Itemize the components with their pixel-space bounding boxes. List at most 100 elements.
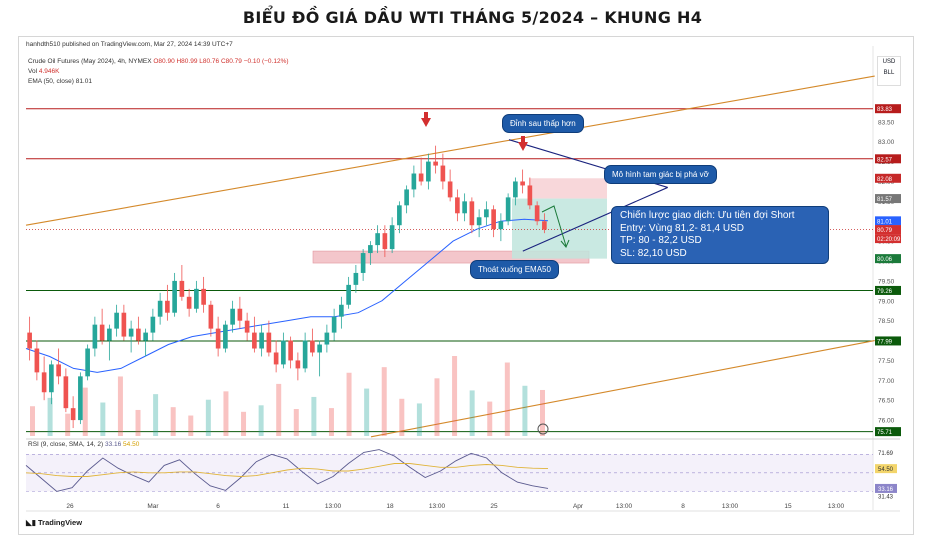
candle-body[interactable] (186, 296, 192, 309)
legend-instrument[interactable]: Crude Oil Futures (May 2024), 4h, NYMEX (28, 58, 152, 65)
candle-body[interactable] (78, 376, 83, 421)
rsi-legend-value2: 54.50 (123, 441, 140, 448)
arrow-down-icon (421, 112, 431, 127)
candle-body[interactable] (433, 161, 438, 166)
candle-body[interactable] (534, 205, 540, 222)
tradingview-logo[interactable]: ◣▮ TradingView (26, 518, 82, 527)
candle-body[interactable] (85, 348, 90, 377)
candle-body[interactable] (476, 217, 482, 226)
candle-body[interactable] (520, 181, 525, 186)
candle-body[interactable] (455, 197, 460, 214)
candle-body[interactable] (411, 173, 417, 190)
candle-body[interactable] (237, 308, 243, 321)
candle-body[interactable] (63, 376, 69, 409)
candle-body[interactable] (339, 304, 344, 317)
ema50-line[interactable] (25, 218, 549, 373)
candle-body[interactable] (114, 312, 119, 329)
candle-body[interactable] (389, 225, 395, 250)
candle-body[interactable] (99, 324, 105, 341)
legend-ema-label[interactable]: EMA (50, close) (28, 78, 74, 85)
candle-body[interactable] (542, 221, 547, 230)
candle-body[interactable] (208, 304, 214, 329)
candle-body[interactable] (317, 344, 322, 353)
time-tick-label: Mar (147, 503, 159, 510)
candle-body[interactable] (484, 209, 489, 218)
candle-body[interactable] (92, 324, 98, 349)
candle-body[interactable] (41, 372, 47, 393)
rsi-series-rsi[interactable] (25, 449, 549, 492)
candle-body[interactable] (266, 332, 272, 353)
candle-body[interactable] (360, 253, 366, 273)
trendline-0[interactable] (25, 75, 875, 226)
legend-volume-row: Vol 4.946K (28, 68, 59, 75)
candle-body[interactable] (426, 161, 431, 182)
replay-icon[interactable] (537, 423, 549, 435)
candle-body[interactable] (150, 316, 156, 333)
rsi-legend-label[interactable]: RSI (9, close, SMA, 14, 2) (28, 441, 104, 448)
candle-body[interactable] (252, 332, 257, 349)
strategy-sl: SL: 82,10 USD (620, 247, 687, 259)
candle-body[interactable] (259, 332, 264, 349)
candle-body[interactable] (136, 328, 141, 341)
legend-volume-label[interactable]: Vol (28, 68, 38, 75)
candle-body[interactable] (440, 165, 446, 182)
price-label-target (875, 254, 901, 264)
candle-body[interactable] (143, 332, 148, 341)
candle-body[interactable] (179, 280, 185, 297)
candle-body[interactable] (331, 316, 337, 333)
currency-box[interactable]: USD BLL (877, 56, 901, 86)
candle-body[interactable] (56, 364, 61, 377)
candle-body[interactable] (324, 332, 330, 345)
candle-body[interactable] (281, 340, 286, 365)
candle-body[interactable] (121, 312, 127, 337)
price-label-text: 75.71 (877, 430, 893, 436)
candle-body[interactable] (505, 197, 511, 222)
candle-body[interactable] (462, 201, 467, 214)
candle-body[interactable] (346, 284, 351, 305)
candle-body[interactable] (418, 173, 424, 182)
candle-body[interactable] (244, 320, 250, 333)
candle-body[interactable] (70, 408, 76, 421)
price-label-countdown (875, 234, 901, 244)
candle-body[interactable] (295, 360, 301, 369)
candle-body[interactable] (128, 328, 134, 337)
candle-body[interactable] (230, 308, 235, 325)
candle-body[interactable] (27, 332, 32, 349)
candle-body[interactable] (527, 185, 533, 206)
candle-body[interactable] (165, 300, 170, 313)
price-tick-label: 76.50 (878, 398, 895, 405)
candle-body[interactable] (375, 233, 380, 246)
candle-body[interactable] (498, 221, 504, 230)
candle-body[interactable] (382, 233, 388, 250)
candle-body[interactable] (172, 280, 177, 313)
price-label-support (875, 336, 901, 346)
candle-body[interactable] (447, 181, 453, 198)
candle-body[interactable] (194, 288, 199, 309)
volume-bar (469, 390, 475, 436)
candle-body[interactable] (288, 340, 293, 361)
price-label-resistance (875, 104, 901, 114)
candle-body[interactable] (201, 288, 206, 305)
candle-body[interactable] (49, 364, 54, 393)
candle-body[interactable] (302, 340, 308, 369)
candle-body[interactable] (397, 205, 402, 226)
volume-bar (135, 409, 141, 436)
candle-body[interactable] (223, 324, 228, 349)
candle-body[interactable] (513, 181, 518, 198)
trendline-3[interactable] (522, 186, 668, 252)
candle-body[interactable] (273, 352, 279, 365)
candle-body[interactable] (469, 201, 475, 226)
candle-body[interactable] (107, 328, 112, 341)
candle-body[interactable] (215, 328, 221, 349)
candle-body[interactable] (34, 348, 40, 373)
candle-body[interactable] (404, 189, 409, 206)
stop-zone[interactable] (529, 178, 607, 199)
candle-body[interactable] (353, 272, 359, 285)
candle-body[interactable] (157, 300, 163, 317)
trendline-1[interactable] (370, 340, 875, 438)
rsi-series-sma[interactable] (25, 463, 549, 477)
candle-body[interactable] (491, 209, 496, 230)
candle-body[interactable] (310, 340, 315, 353)
candle-body[interactable] (368, 245, 373, 254)
